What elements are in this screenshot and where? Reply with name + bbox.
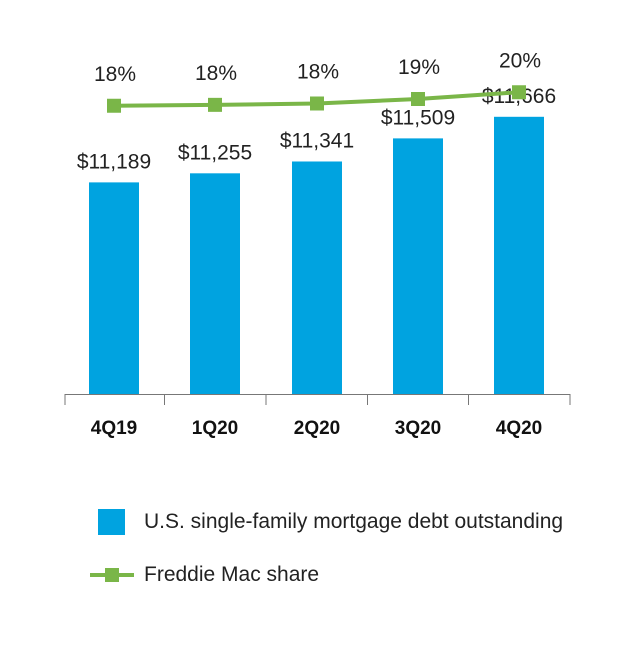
share-value-label-1q20: 18% bbox=[195, 62, 237, 85]
bar-value-label-1q20: $11,255 bbox=[178, 141, 252, 164]
bar-value-label-2q20: $11,341 bbox=[280, 129, 354, 152]
bar-4q19 bbox=[89, 182, 139, 394]
legend-label-freddie-mac-share: Freddie Mac share bbox=[144, 563, 320, 586]
share-line-series bbox=[107, 85, 526, 113]
bar-2q20 bbox=[292, 161, 342, 394]
bar-series bbox=[89, 116, 544, 395]
share-marker-1q20 bbox=[208, 97, 222, 112]
bar-value-label-4q19: $11,189 bbox=[77, 150, 151, 173]
share-value-labels: 18% 18% 18% 19% 20% bbox=[94, 49, 541, 86]
legend-bar-swatch bbox=[98, 509, 125, 535]
category-tick-labels: 4Q19 1Q20 2Q20 3Q20 4Q20 bbox=[91, 418, 542, 439]
legend-item-freddie-mac-share: Freddie Mac share bbox=[90, 560, 610, 590]
legend-square-marker bbox=[105, 568, 119, 582]
share-value-label-3q20: 19% bbox=[398, 56, 440, 79]
bar-value-label-3q20: $11,509 bbox=[381, 106, 455, 129]
tick-label-4q19: 4Q19 bbox=[91, 418, 137, 439]
tick-label-3q20: 3Q20 bbox=[395, 418, 441, 439]
share-value-label-2q20: 18% bbox=[297, 61, 339, 84]
tick-label-1q20: 1Q20 bbox=[192, 418, 238, 439]
share-marker-4q19 bbox=[107, 98, 121, 113]
share-marker-3q20 bbox=[411, 92, 425, 106]
share-marker-4q20 bbox=[512, 85, 526, 100]
tick-label-4q20: 4Q20 bbox=[496, 418, 542, 439]
share-marker-2q20 bbox=[310, 96, 324, 111]
legend-line-swatch bbox=[90, 562, 134, 588]
legend-item-mortgage-debt: U.S. single-family mortgage debt outstan… bbox=[90, 507, 610, 537]
legend: U.S. single-family mortgage debt outstan… bbox=[90, 507, 610, 590]
legend-label-mortgage-debt: U.S. single-family mortgage debt outstan… bbox=[144, 510, 564, 533]
tick-label-2q20: 2Q20 bbox=[294, 418, 340, 439]
bar-3q20 bbox=[393, 138, 443, 394]
share-value-label-4q19: 18% bbox=[94, 63, 136, 86]
bar-1q20 bbox=[190, 173, 240, 394]
axis-ticks bbox=[64, 394, 571, 405]
bar-4q20 bbox=[494, 116, 544, 395]
share-value-label-4q20: 20% bbox=[499, 49, 541, 72]
